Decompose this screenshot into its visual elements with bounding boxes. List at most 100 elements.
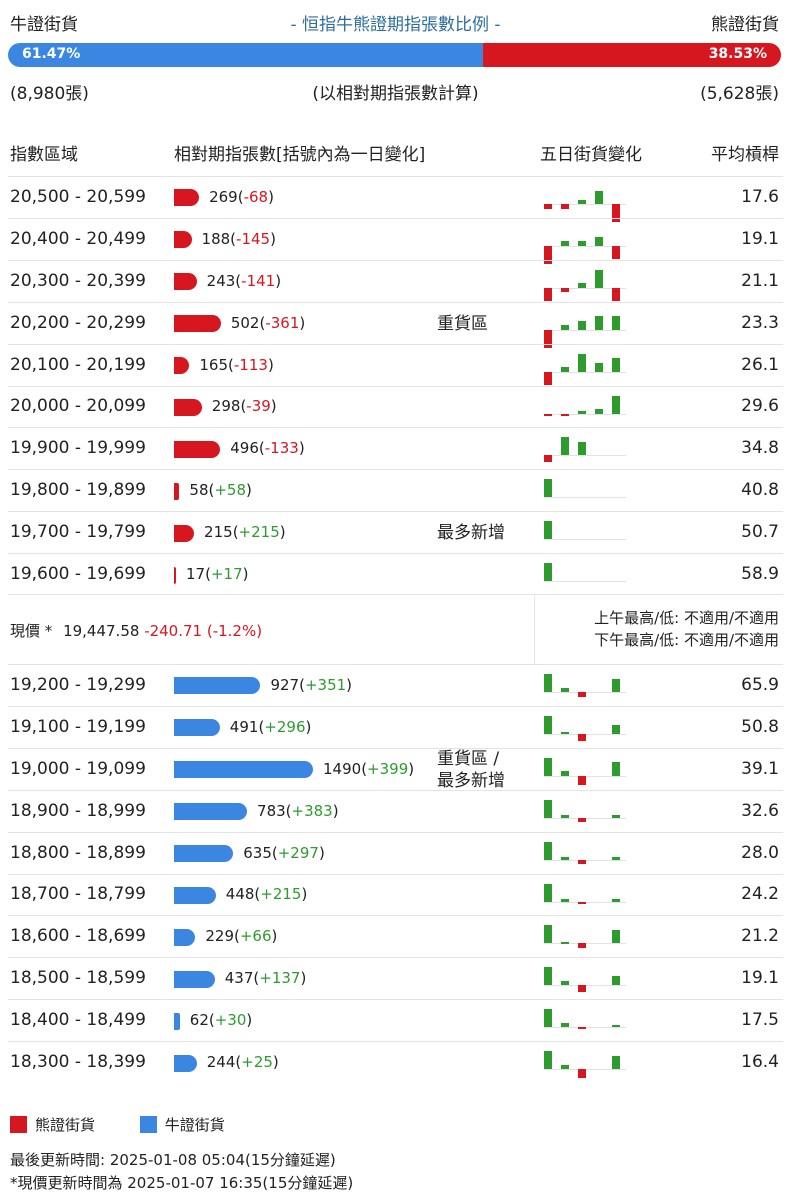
contracts-bar <box>174 1012 180 1030</box>
five-day-mark <box>561 857 569 860</box>
five-day-change <box>544 916 626 958</box>
contracts-count: 496 <box>230 439 259 458</box>
contracts-bar <box>174 719 220 737</box>
five-day-mark <box>578 733 586 741</box>
avg-leverage: 65.9 <box>741 674 779 695</box>
table-row: 20,000 - 20,099 298(-39) 29.6 <box>8 385 783 428</box>
current-price-value: 19,447.58 <box>63 622 140 640</box>
five-day-mark <box>544 1009 552 1028</box>
contracts-change: +297 <box>277 843 319 862</box>
table-row: 20,200 - 20,299 502(-361) 重貨區 23.3 <box>8 301 783 348</box>
table-row: 19,200 - 19,299 927(+351) 65.9 <box>8 664 783 706</box>
contracts-change: +66 <box>239 927 272 946</box>
index-range: 20,200 - 20,299 <box>10 312 146 333</box>
five-day-mark <box>561 687 569 692</box>
contracts-bar <box>174 315 221 333</box>
ratio-bar: 61.47% 38.53% <box>8 43 781 67</box>
five-day-mark <box>544 479 552 498</box>
avg-leverage: 39.1 <box>741 758 779 779</box>
contracts-value: 215(+215) <box>204 523 286 542</box>
index-range: 19,700 - 19,799 <box>10 522 146 543</box>
contracts-bar <box>174 189 200 207</box>
five-day-mark <box>561 980 569 986</box>
five-day-mark <box>561 771 569 776</box>
table-row: 18,800 - 18,899 635(+297) 28.0 <box>8 831 783 874</box>
current-price: 現價 * 19,447.58 -240.71 (-1.2%) <box>10 620 262 641</box>
five-day-mark <box>561 1022 569 1028</box>
five-day-baseline <box>544 329 626 331</box>
five-day-mark <box>595 316 603 330</box>
contracts-count: 269 <box>209 187 238 206</box>
bear-label: 熊證街貨 <box>711 15 779 35</box>
five-day-mark <box>561 815 569 818</box>
five-day-mark <box>578 1069 586 1079</box>
contracts-count: 783 <box>257 801 286 820</box>
contracts-value: 188(-145) <box>201 229 276 248</box>
five-day-baseline <box>544 413 626 415</box>
contracts-value: 58(+58) <box>189 481 252 500</box>
five-day-mark <box>544 715 552 734</box>
avg-leverage: 34.8 <box>741 438 779 459</box>
table-row: 20,300 - 20,399 243(-141) 21.1 <box>8 259 783 302</box>
high-low-info: 上午最高/低: 不適用/不適用 下午最高/低: 不適用/不適用 <box>594 607 779 651</box>
legend-bull-label: 牛證街貨 <box>164 1116 225 1134</box>
avg-leverage: 32.6 <box>741 800 779 821</box>
contracts-count: 243 <box>206 271 236 290</box>
five-day-mark <box>544 1051 552 1070</box>
five-day-mark <box>578 1027 586 1030</box>
contracts-count: 17 <box>186 565 206 584</box>
avg-leverage: 29.6 <box>741 396 779 417</box>
index-range: 19,100 - 19,199 <box>10 716 146 737</box>
five-day-mark <box>595 362 603 372</box>
contracts-count: 215 <box>204 523 233 542</box>
contracts-bar <box>174 677 261 695</box>
five-day-mark <box>544 925 552 944</box>
contracts-value: 17(+17) <box>186 565 249 584</box>
ratio-bear-segment: 38.53% <box>483 43 781 67</box>
five-day-mark <box>578 199 586 204</box>
five-day-mark <box>561 287 569 293</box>
avg-leverage: 21.1 <box>741 270 779 291</box>
contracts-value: 62(+30) <box>189 1011 253 1030</box>
contracts-count: 188 <box>201 229 231 248</box>
contracts-bar <box>174 970 215 988</box>
contracts-change: -39 <box>246 397 271 416</box>
five-day-mark <box>544 674 552 692</box>
contracts-value: 437(+137) <box>224 969 307 988</box>
avg-leverage: 19.1 <box>741 228 779 249</box>
contracts-bar <box>174 482 180 500</box>
index-range: 20,000 - 20,099 <box>10 396 146 417</box>
five-day-mark <box>612 1055 620 1070</box>
five-day-mark <box>578 411 586 414</box>
bull-label: 牛證街貨 <box>10 15 78 35</box>
five-day-mark <box>561 204 569 209</box>
index-range: 19,600 - 19,699 <box>10 564 146 585</box>
contracts-count: 62 <box>189 1011 209 1030</box>
five-day-mark <box>612 899 620 902</box>
contracts-bar <box>174 440 221 458</box>
legend-bear-label: 熊證街貨 <box>35 1116 96 1134</box>
five-day-baseline <box>544 204 626 205</box>
index-range: 20,100 - 20,199 <box>10 354 146 375</box>
contracts-count: 502 <box>230 313 260 332</box>
price-divider <box>534 595 535 665</box>
contracts-change: -113 <box>233 355 268 374</box>
contracts-bar <box>174 398 202 416</box>
five-day-mark <box>612 287 620 302</box>
contracts-bar <box>174 845 234 863</box>
contracts-change: +399 <box>367 759 409 778</box>
chart-title: - 恒指牛熊證期指張數比例 - <box>290 15 501 35</box>
five-day-mark <box>578 353 586 372</box>
bull-pct-text: 61.47% <box>22 46 81 62</box>
avg-leverage: 40.8 <box>741 480 779 501</box>
avg-leverage: 26.1 <box>741 354 779 375</box>
basis-note: (以相對期指張數計算) <box>312 84 479 104</box>
contracts-change: +25 <box>241 1053 273 1072</box>
contracts-change: +30 <box>214 1011 247 1030</box>
five-day-mark <box>578 859 586 865</box>
five-day-baseline <box>544 455 626 457</box>
contracts-value: 1490(+399) <box>323 759 415 778</box>
contracts-count: 298 <box>211 397 241 416</box>
contracts-value: 491(+296) <box>229 717 312 736</box>
contracts-count: 927 <box>270 675 300 694</box>
